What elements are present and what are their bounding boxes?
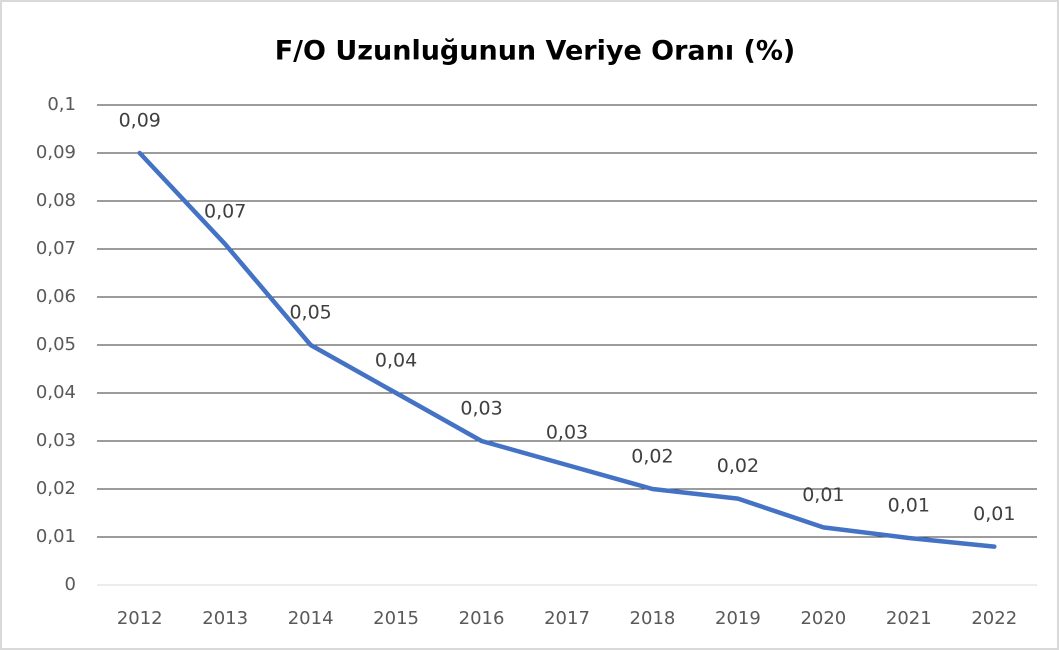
x-tick-label: 2016: [459, 608, 505, 629]
y-tick-label: 0,05: [36, 334, 76, 355]
x-tick-label: 2017: [544, 608, 590, 629]
chart-title: F/O Uzunluğunun Veriye Oranı (%): [275, 36, 796, 67]
data-label: 0,04: [375, 350, 417, 372]
data-label: 0,02: [631, 446, 673, 468]
y-tick-label: 0,02: [36, 478, 76, 499]
data-label: 0,01: [973, 503, 1015, 525]
x-tick-label: 2019: [715, 608, 761, 629]
y-tick-label: 0,08: [36, 190, 76, 211]
data-label: 0,01: [888, 494, 930, 516]
y-tick-label: 0,1: [47, 94, 76, 115]
data-label: 0,07: [204, 201, 246, 223]
line: [137, 150, 997, 549]
y-tick-label: 0,03: [36, 430, 76, 451]
data-label: 0,05: [289, 302, 331, 324]
data-label: 0,01: [802, 484, 844, 506]
x-tick-label: 2020: [800, 608, 846, 629]
y-tick-label: 0,06: [36, 286, 76, 307]
y-tick-label: 0,07: [36, 238, 76, 259]
data-label: 0,09: [119, 110, 161, 132]
x-tick-label: 2022: [971, 608, 1017, 629]
y-tick-label: 0,04: [36, 382, 76, 403]
data-label: 0,03: [546, 422, 588, 444]
y-tick-label: 0,01: [36, 526, 76, 547]
x-tick-label: 2012: [117, 608, 163, 629]
x-tick-label: 2014: [288, 608, 334, 629]
x-tick-label: 2015: [373, 608, 419, 629]
y-tick-label: 0: [65, 574, 76, 595]
x-tick-label: 2021: [886, 608, 932, 629]
data-label: 0,02: [717, 455, 759, 477]
data-label: 0,03: [460, 398, 502, 420]
x-tick-label: 2018: [630, 608, 676, 629]
y-tick-label: 0,09: [36, 142, 76, 163]
x-tick-label: 2013: [202, 608, 248, 629]
